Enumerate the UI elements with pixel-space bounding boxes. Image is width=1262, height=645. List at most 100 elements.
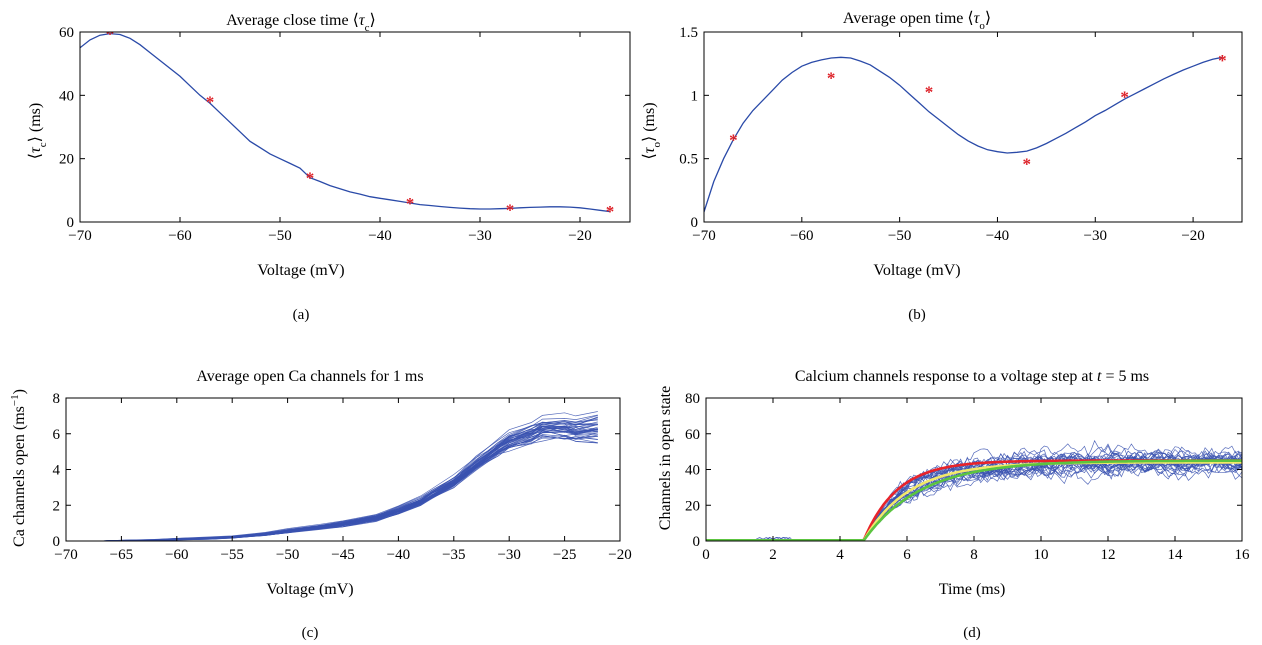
panel-a-xtick-label: −40: [368, 228, 391, 244]
panel-d: Calcium channels response to a voltage s…: [657, 368, 1250, 641]
panel-d-ylabel: Channels in open state: [657, 386, 674, 530]
panel-c-xtick-label: −40: [387, 547, 410, 563]
panel-c-ytick-label: 8: [53, 391, 61, 407]
panel-a-xtick-label: −60: [168, 228, 191, 244]
panel-b-xtick-label: −20: [1181, 228, 1204, 244]
panel-d-trace: [706, 451, 1242, 541]
panel-d-trace: [706, 443, 1242, 541]
panel-b-ytick-label: 1: [691, 88, 699, 104]
panel-c-title: Average open Ca channels for 1 ms: [196, 368, 423, 385]
panel-c-label: (c): [302, 625, 319, 641]
panel-b-data-point: *: [1218, 51, 1227, 70]
panel-d-trace: [706, 454, 1242, 541]
panel-d-trace: [706, 454, 1242, 541]
panel-c-ytick-label: 2: [53, 498, 61, 514]
panel-c-ytick-label: 6: [53, 427, 61, 443]
panel-c: Average open Ca channels for 1 ms Voltag…: [9, 368, 632, 641]
panel-d-ytick-label: 20: [685, 498, 700, 514]
panel-d-xlabel: Time (ms): [939, 581, 1006, 598]
panel-d-xtick-label: 8: [970, 547, 978, 563]
panel-a-xtick-label: −20: [568, 228, 591, 244]
panel-d-xtick-label: 10: [1034, 547, 1049, 563]
panel-d-ytick-label: 80: [685, 391, 700, 407]
panel-b-data-point: *: [1023, 155, 1032, 174]
panel-d-xtick-label: 16: [1235, 547, 1251, 563]
panel-a-ytick-label: 60: [59, 25, 74, 41]
panel-a-data-point: *: [106, 25, 115, 44]
panel-b-xtick-label: −30: [1084, 228, 1107, 244]
panel-a-xlabel: Voltage (mV): [257, 262, 344, 279]
panel-a-ytick-label: 40: [59, 88, 74, 104]
panel-a-xtick-label: −70: [68, 228, 91, 244]
panel-d-xtick-label: 12: [1101, 547, 1116, 563]
panel-d-trace: [706, 448, 1242, 541]
panel-a-label: (a): [293, 307, 310, 323]
panel-b-ytick-label: 1.5: [679, 25, 698, 41]
panel-d-fit-green: [706, 459, 1242, 541]
panel-a-xtick-label: −30: [468, 228, 491, 244]
panel-b-data-point: *: [827, 69, 836, 88]
panel-d-label: (d): [963, 625, 981, 641]
panel-d-title: Calcium channels response to a voltage s…: [795, 368, 1149, 385]
panel-d-trace: [706, 449, 1242, 541]
panel-a-ytick-label: 0: [67, 215, 75, 231]
panel-b-data-point: *: [1120, 88, 1129, 107]
panel-b-xlabel: Voltage (mV): [873, 262, 960, 279]
panel-c-xtick-label: −60: [165, 547, 188, 563]
panel-c-xtick-label: −70: [54, 547, 77, 563]
panel-d-trace: [706, 443, 1242, 541]
panel-b-data-point: *: [729, 131, 738, 150]
panel-c-trace: [66, 437, 598, 541]
panel-d-xtick-label: 6: [903, 547, 911, 563]
panel-a-plot-area: * * * * * *: [80, 25, 615, 221]
panel-b-xtick-label: −40: [986, 228, 1009, 244]
panel-c-frame: [65, 397, 621, 542]
panel-b-label: (b): [908, 307, 926, 323]
panel-c-xtick-label: −20: [608, 547, 631, 563]
panel-a-title: Average close time ⟨τc⟩: [226, 12, 375, 34]
panel-a-fit-curve: [80, 32, 611, 213]
panel-b-plot-area: * * * * * *: [704, 51, 1227, 213]
panel-b-title: Average open time ⟨τo⟩: [843, 10, 991, 32]
panel-d-xtick-label: 0: [702, 547, 710, 563]
panel-a-data-point: *: [506, 200, 515, 219]
panel-c-trace: [66, 430, 598, 541]
panel-c-xtick-label: −45: [331, 547, 354, 563]
panel-a-frame: [79, 31, 631, 223]
panel-b-ytick-label: 0.5: [679, 152, 698, 168]
panel-b: Average open time ⟨τo⟩ Voltage (mV) ⟨τo⟩…: [641, 10, 1243, 323]
panel-b-xtick-label: −70: [692, 228, 715, 244]
panel-c-plot-area: [66, 411, 598, 541]
panel-a-data-point: *: [206, 93, 215, 112]
panel-b-xtick-label: −60: [790, 228, 813, 244]
panel-c-ylabel: Ca channels open (ms−1): [9, 389, 28, 547]
panel-a-ytick-label: 20: [59, 152, 74, 168]
panel-d-ytick-label: 60: [685, 427, 700, 443]
panel-c-xtick-label: −65: [110, 547, 133, 563]
panel-a: Average close time ⟨τc⟩ Voltage (mV) ⟨τc…: [27, 12, 631, 323]
panel-b-data-point: *: [925, 83, 934, 102]
panel-c-ytick-label: 4: [53, 463, 61, 479]
panel-a-data-point: *: [306, 169, 315, 188]
panel-c-xtick-label: −50: [276, 547, 299, 563]
panel-c-xtick-label: −35: [442, 547, 465, 563]
panel-d-xtick-label: 14: [1168, 547, 1184, 563]
panel-d-ytick-label: 40: [685, 463, 700, 479]
panel-a-data-point: *: [606, 202, 615, 221]
panel-c-xlabel: Voltage (mV): [266, 581, 353, 598]
panel-d-ytick-label: 0: [693, 534, 701, 550]
panel-d-xtick-label: 4: [836, 547, 844, 563]
panel-d-xtick-label: 2: [769, 547, 777, 563]
panel-c-ytick-label: 0: [53, 534, 61, 550]
panel-d-plot-area: [706, 439, 1242, 541]
panel-c-xtick-label: −30: [497, 547, 520, 563]
panel-b-ytick-label: 0: [691, 215, 699, 231]
panel-a-xtick-label: −50: [268, 228, 291, 244]
panel-b-frame: [703, 31, 1243, 223]
panel-b-fit-curve: [704, 56, 1223, 213]
panel-a-ylabel: ⟨τc⟩ (ms): [27, 103, 49, 159]
panel-d-trace: [706, 444, 1242, 541]
panel-b-xtick-label: −50: [888, 228, 911, 244]
panel-b-ylabel: ⟨τo⟩ (ms): [641, 102, 663, 159]
